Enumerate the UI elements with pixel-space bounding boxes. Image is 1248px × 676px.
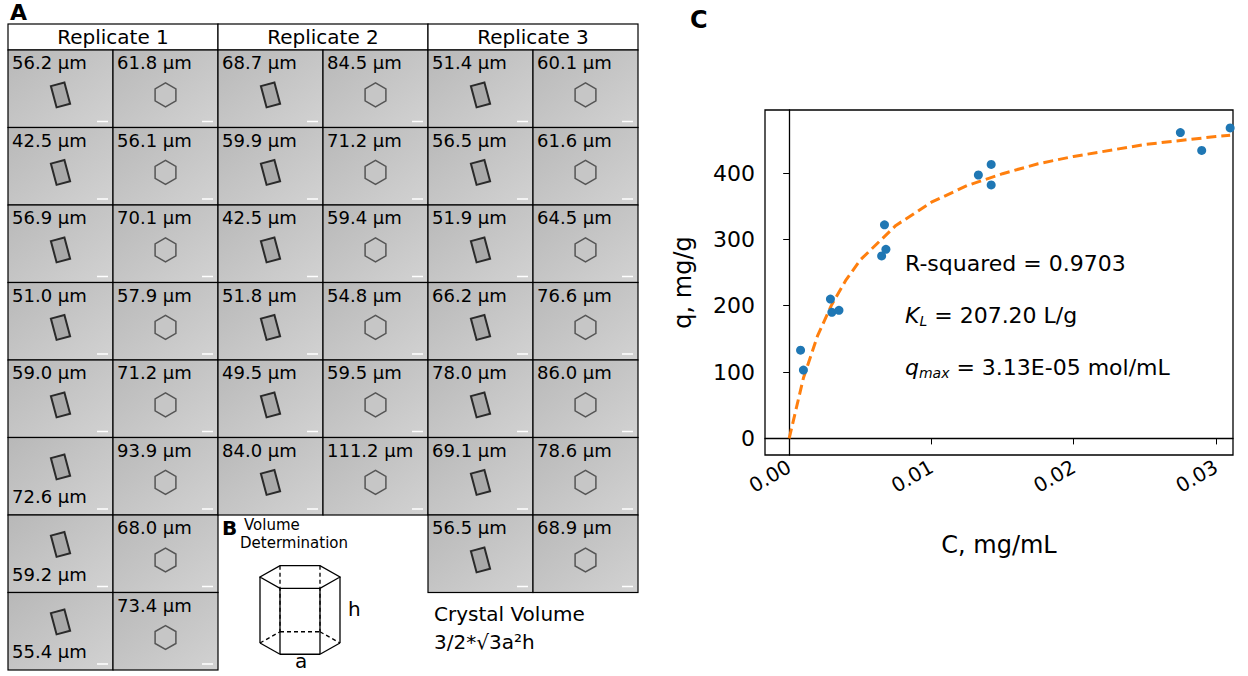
svg-text:K: K: [905, 302, 920, 328]
svg-text:59.0 μm: 59.0 μm: [12, 362, 87, 383]
svg-text:69.1 μm: 69.1 μm: [432, 440, 507, 461]
svg-text:h: h: [348, 597, 361, 621]
svg-text:Replicate 3: Replicate 3: [477, 25, 589, 49]
svg-text:R-squared = 0.9703: R-squared = 0.9703: [905, 251, 1126, 276]
svg-text:68.7 μm: 68.7 μm: [222, 52, 297, 73]
svg-text:72.6 μm: 72.6 μm: [12, 486, 87, 507]
svg-text:42.5 μm: 42.5 μm: [222, 207, 297, 228]
svg-text:61.6 μm: 61.6 μm: [537, 130, 612, 151]
svg-text:L: L: [919, 313, 927, 329]
svg-text:78.0 μm: 78.0 μm: [432, 362, 507, 383]
svg-text:Replicate 2: Replicate 2: [267, 25, 379, 49]
svg-text:84.5 μm: 84.5 μm: [327, 52, 402, 73]
svg-text:0.00: 0.00: [745, 455, 796, 498]
svg-text:56.5 μm: 56.5 μm: [432, 130, 507, 151]
svg-text:0.02: 0.02: [1029, 455, 1080, 498]
svg-text:56.9 μm: 56.9 μm: [12, 207, 87, 228]
svg-text:a: a: [295, 649, 307, 673]
svg-text:A: A: [10, 0, 27, 25]
svg-text:200: 200: [713, 293, 755, 318]
svg-text:= 207.20 L/g: = 207.20 L/g: [927, 303, 1077, 328]
svg-text:400: 400: [713, 161, 755, 186]
svg-text:71.2 μm: 71.2 μm: [117, 362, 192, 383]
svg-text:66.2 μm: 66.2 μm: [432, 285, 507, 306]
svg-text:51.0 μm: 51.0 μm: [12, 285, 87, 306]
svg-text:3/2*√3a²h: 3/2*√3a²h: [434, 630, 535, 654]
svg-text:q: q: [905, 355, 919, 380]
svg-text:78.6 μm: 78.6 μm: [537, 440, 612, 461]
svg-text:64.5 μm: 64.5 μm: [537, 207, 612, 228]
svg-text:76.6 μm: 76.6 μm: [537, 285, 612, 306]
svg-text:71.2 μm: 71.2 μm: [327, 130, 402, 151]
svg-text:C, mg/mL: C, mg/mL: [941, 531, 1057, 559]
svg-text:59.5 μm: 59.5 μm: [327, 362, 402, 383]
svg-text:51.4 μm: 51.4 μm: [432, 52, 507, 73]
svg-text:Replicate 1: Replicate 1: [57, 25, 169, 49]
svg-text:59.2 μm: 59.2 μm: [12, 564, 87, 585]
svg-text:q, mg/g: q, mg/g: [669, 236, 697, 328]
svg-text:Determination: Determination: [240, 534, 348, 552]
svg-text:0.03: 0.03: [1171, 455, 1222, 498]
svg-text:57.9 μm: 57.9 μm: [117, 285, 192, 306]
svg-text:86.0 μm: 86.0 μm: [537, 362, 612, 383]
svg-text:42.5 μm: 42.5 μm: [12, 130, 87, 151]
svg-text:Crystal Volume: Crystal Volume: [434, 602, 585, 626]
svg-text:0.01: 0.01: [887, 455, 938, 498]
svg-text:111.2 μm: 111.2 μm: [327, 440, 413, 461]
svg-text:51.9 μm: 51.9 μm: [432, 207, 507, 228]
svg-text:100: 100: [713, 360, 755, 385]
svg-text:73.4 μm: 73.4 μm: [117, 595, 192, 616]
svg-text:84.0 μm: 84.0 μm: [222, 440, 297, 461]
svg-text:Volume: Volume: [244, 516, 300, 534]
svg-text:70.1 μm: 70.1 μm: [117, 207, 192, 228]
svg-text:B: B: [222, 516, 237, 540]
svg-text:60.1 μm: 60.1 μm: [537, 52, 612, 73]
svg-text:C: C: [690, 6, 708, 34]
svg-text:59.4 μm: 59.4 μm: [327, 207, 402, 228]
svg-text:56.2 μm: 56.2 μm: [12, 52, 87, 73]
svg-text:51.8 μm: 51.8 μm: [222, 285, 297, 306]
svg-text:59.9 μm: 59.9 μm: [222, 130, 297, 151]
svg-text:55.4 μm: 55.4 μm: [12, 641, 87, 662]
svg-text:56.5 μm: 56.5 μm: [432, 517, 507, 538]
svg-text:93.9 μm: 93.9 μm: [117, 440, 192, 461]
svg-text:0: 0: [741, 426, 755, 451]
svg-text:68.9 μm: 68.9 μm: [537, 517, 612, 538]
svg-text:= 3.13E-05 mol/mL: = 3.13E-05 mol/mL: [949, 355, 1170, 380]
svg-text:49.5 μm: 49.5 μm: [222, 362, 297, 383]
svg-text:max: max: [919, 365, 950, 381]
svg-text:68.0 μm: 68.0 μm: [117, 517, 192, 538]
svg-text:300: 300: [713, 227, 755, 252]
svg-text:56.1 μm: 56.1 μm: [117, 130, 192, 151]
svg-text:54.8 μm: 54.8 μm: [327, 285, 402, 306]
svg-text:61.8 μm: 61.8 μm: [117, 52, 192, 73]
